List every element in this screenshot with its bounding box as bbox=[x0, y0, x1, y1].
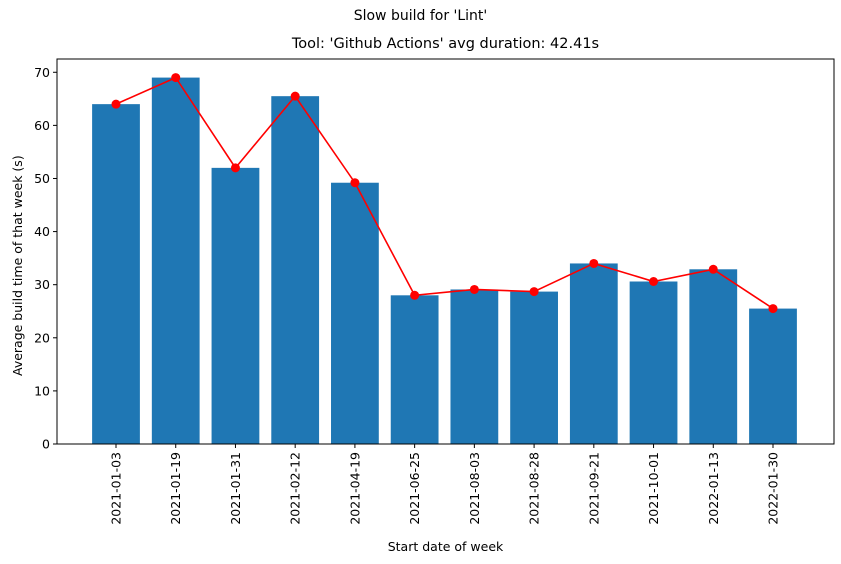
y-tick-label: 30 bbox=[34, 277, 50, 292]
bar-2022-01-13 bbox=[689, 269, 738, 444]
y-tick-label: 50 bbox=[34, 171, 50, 186]
axes-frame bbox=[56, 58, 835, 445]
line-point-2021-08-28 bbox=[529, 287, 539, 297]
line-point-2021-02-12 bbox=[290, 91, 300, 101]
line-point-2021-01-31 bbox=[230, 163, 240, 173]
y-tick-label: 70 bbox=[34, 65, 50, 80]
bar-2021-08-03 bbox=[450, 289, 499, 444]
x-tick-label: 2021-01-19 bbox=[168, 452, 183, 525]
line-point-2021-08-03 bbox=[469, 284, 479, 294]
line-point-2021-06-25 bbox=[410, 290, 420, 300]
x-tick-label: 2021-08-03 bbox=[467, 452, 482, 525]
x-axis-label: Start date of week bbox=[387, 539, 504, 554]
bar-2021-04-19 bbox=[331, 182, 379, 445]
bar-2021-06-25 bbox=[390, 295, 439, 444]
line-point-2021-01-03 bbox=[111, 99, 121, 109]
x-tick-label: 2021-06-25 bbox=[407, 452, 422, 525]
x-tick-label: 2021-04-19 bbox=[347, 452, 362, 525]
bar-2021-01-03 bbox=[92, 104, 140, 444]
bar-2022-01-30 bbox=[749, 308, 797, 444]
bar-2021-01-19 bbox=[151, 77, 200, 444]
bar-2021-01-31 bbox=[211, 167, 260, 445]
figure-suptitle: Slow build for 'Lint' bbox=[353, 8, 488, 24]
y-tick-label: 20 bbox=[34, 330, 50, 345]
bar-2021-02-12 bbox=[271, 96, 320, 444]
line-point-2021-10-01 bbox=[649, 277, 659, 287]
x-tick-label: 2021-01-03 bbox=[109, 452, 124, 525]
x-tick-label: 2021-02-12 bbox=[288, 452, 303, 525]
y-tick-label: 60 bbox=[34, 118, 50, 133]
x-tick-label: 2022-01-13 bbox=[706, 452, 721, 525]
line-point-2022-01-30 bbox=[768, 304, 778, 314]
line-series-group bbox=[111, 73, 778, 314]
x-tick-label: 2021-10-01 bbox=[646, 452, 661, 525]
line-series bbox=[115, 76, 774, 310]
x-tick-label: 2022-01-30 bbox=[766, 452, 781, 525]
line-point-2021-04-19 bbox=[350, 178, 360, 188]
y-tick-label: 10 bbox=[34, 383, 50, 398]
y-tick-label: 0 bbox=[42, 437, 50, 452]
line-point-2021-09-21 bbox=[589, 258, 599, 268]
y-tick-label: 40 bbox=[34, 224, 50, 239]
x-tick-label: 2021-09-21 bbox=[586, 452, 601, 525]
x-tick-label: 2021-01-31 bbox=[228, 452, 243, 525]
bars-group bbox=[92, 77, 797, 445]
bar-2021-08-28 bbox=[510, 291, 558, 444]
bar-2021-10-01 bbox=[629, 281, 678, 444]
x-tick-label: 2021-08-28 bbox=[527, 452, 542, 525]
line-point-2022-01-13 bbox=[708, 264, 718, 274]
axes-group: 0 10 20 30 40 50 60 70 2021-01-03 2021-01-19 2021-… bbox=[34, 58, 835, 525]
bar-2021-09-21 bbox=[569, 263, 618, 444]
line-point-2021-01-19 bbox=[171, 73, 181, 83]
chart-title: Tool: 'Github Actions' avg duration: 42.… bbox=[291, 36, 600, 52]
